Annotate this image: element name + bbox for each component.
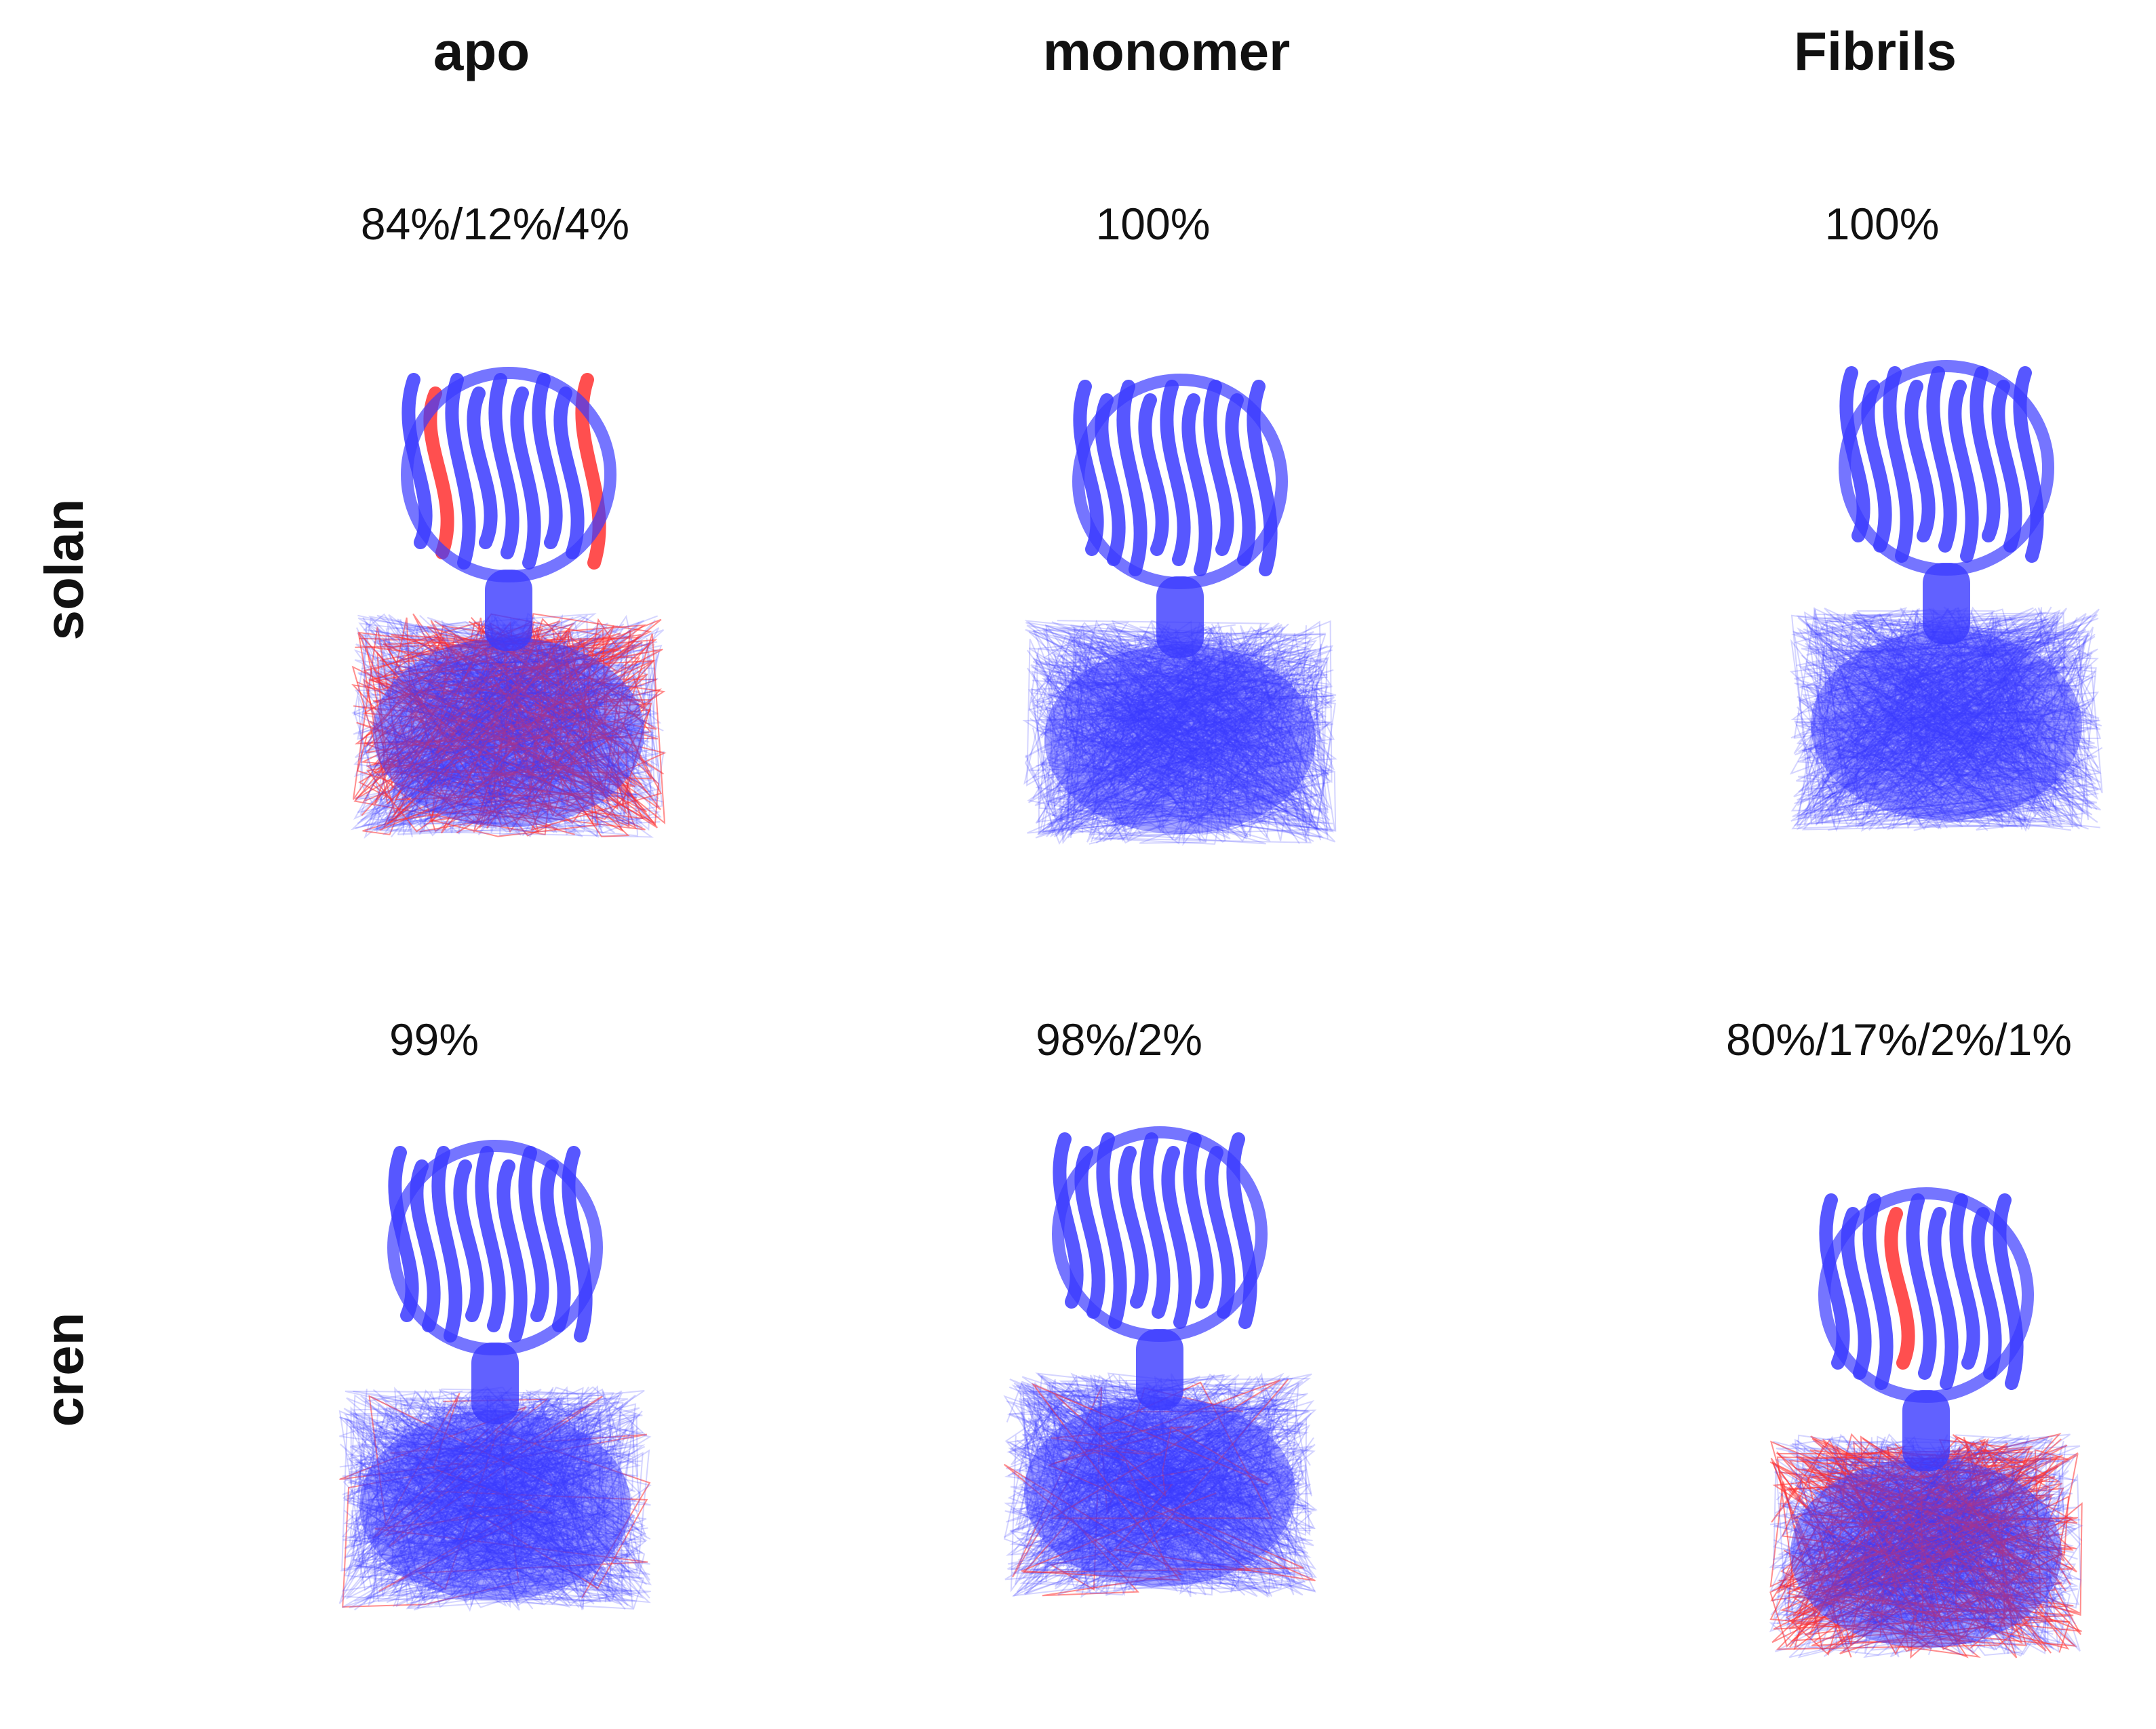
linker-segment — [1136, 1329, 1183, 1410]
ensemble-svg — [1789, 360, 2103, 832]
ensemble-svg — [350, 367, 667, 839]
disordered-domain-cloud — [1003, 1372, 1318, 1599]
structure-ensemble-cren-fibrils — [1716, 1139, 2136, 1722]
folded-domain — [387, 1140, 603, 1355]
linker-segment — [1902, 1390, 1950, 1471]
structure-ensemble-cren-monomer — [949, 1078, 1370, 1661]
percentage-label-cren-monomer: 98%/2% — [1036, 1014, 1202, 1065]
percentage-label-cren-apo: 99% — [389, 1014, 479, 1065]
linker-segment — [471, 1343, 519, 1424]
disordered-domain-cloud — [338, 1385, 652, 1612]
structure-ensemble-solan-monomer — [970, 325, 1390, 909]
linker-segment — [485, 570, 532, 651]
linker-segment — [1923, 563, 1970, 644]
folded-domain — [401, 367, 616, 582]
row-header-cren: cren — [34, 1312, 94, 1427]
ensemble-svg — [1769, 1187, 2084, 1659]
percentage-label-solan-apo: 84%/12%/4% — [360, 199, 630, 249]
folded-domain — [1839, 360, 2054, 576]
disordered-domain-cloud — [1769, 1433, 2084, 1659]
percentage-label-solan-monomer: 100% — [1095, 199, 1211, 249]
disordered-domain-cloud — [1022, 619, 1338, 847]
disordered-domain-cloud — [1789, 606, 2103, 832]
ensemble-svg — [1003, 1126, 1318, 1599]
linker-segment — [1156, 576, 1204, 658]
percentage-label-solan-fibrils: 100% — [1824, 199, 1940, 249]
structure-ensemble-cren-apo — [285, 1092, 705, 1675]
ensemble-svg — [1022, 374, 1338, 847]
ensemble-svg — [338, 1140, 652, 1612]
structure-ensemble-solan-apo — [298, 319, 719, 902]
column-header-monomer: monomer — [1042, 21, 1291, 81]
column-header-apo: apo — [433, 21, 530, 81]
percentage-label-cren-fibrils: 80%/17%/2%/1% — [1726, 1014, 2072, 1065]
folded-domain — [1072, 374, 1288, 589]
row-header-solan: solan — [34, 498, 94, 641]
folded-domain — [1818, 1187, 2034, 1403]
structure-ensemble-solan-fibrils — [1736, 312, 2156, 895]
folded-domain — [1052, 1126, 1268, 1342]
column-header-fibrils: Fibrils — [1793, 21, 1957, 81]
